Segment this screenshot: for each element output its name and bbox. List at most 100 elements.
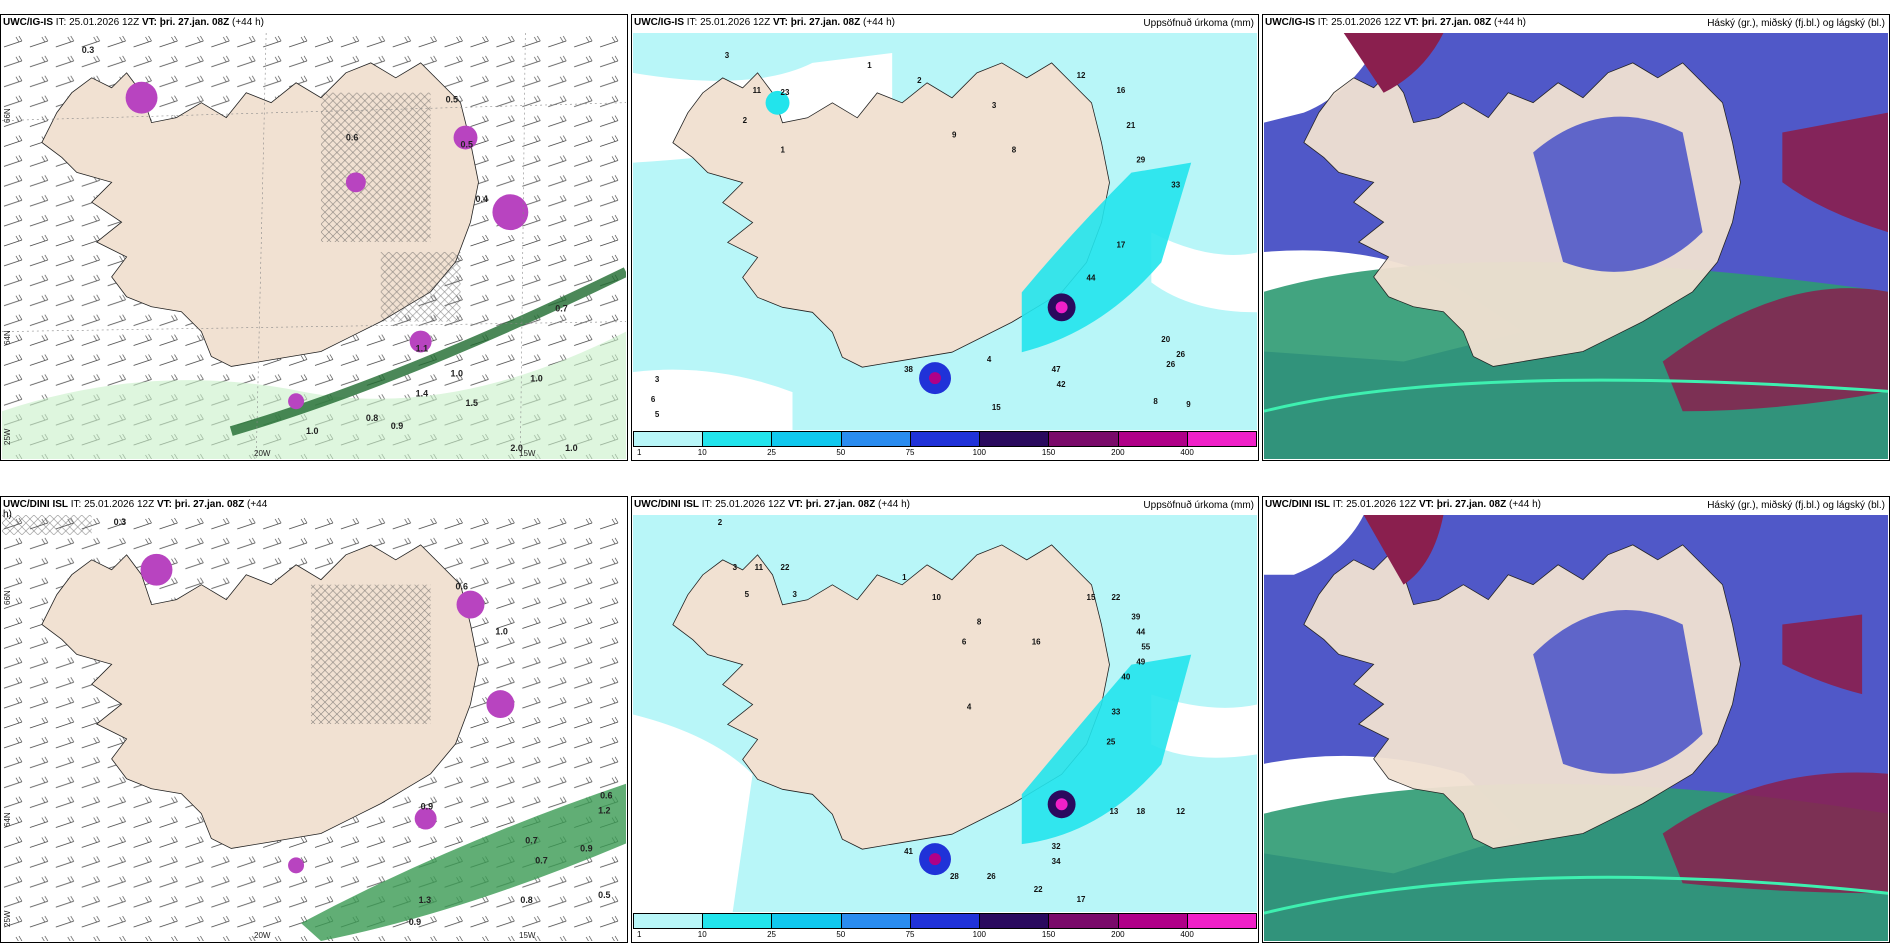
colorbar-swatch: [980, 914, 1050, 928]
dry-area: [1151, 232, 1257, 313]
value-label: 20: [1161, 335, 1170, 344]
dry-area: [633, 369, 793, 430]
value-label: 42: [1057, 380, 1066, 389]
lead-time-wrap: h): [3, 509, 12, 520]
precip-blob: [345, 172, 366, 193]
value-label: 26: [1176, 350, 1185, 359]
value-label: 1.4: [416, 388, 428, 398]
value-label: 2: [718, 518, 723, 527]
lon-label: 15W: [519, 931, 536, 940]
panel-igis-winds: UWC/IG-IS IT: 25.01.2026 12Z VT: þri. 27…: [0, 14, 628, 461]
precip-blob: [414, 807, 437, 830]
colorbar-tick: 10: [697, 930, 707, 939]
lat-label: 25W: [3, 910, 12, 927]
precip-map: 2 3 11 22 5 3 1 10 8 4 6 16 15 22 39 44 …: [633, 515, 1257, 912]
precip-core: [929, 853, 942, 866]
value-label: 22: [1034, 885, 1043, 894]
colorbar-swatch: [703, 432, 773, 446]
value-label: 49: [1136, 658, 1145, 667]
low-cloud-red: [1662, 772, 1888, 894]
clear-area: [1264, 33, 1384, 123]
hatched-area: [320, 92, 431, 243]
colorbar-swatch: [841, 914, 911, 928]
lead-time: (+44 h): [878, 499, 910, 510]
value-label: 3: [733, 563, 738, 572]
mid-cloud-field: [1533, 610, 1703, 774]
value-label: 8: [1153, 397, 1158, 406]
panel-igis-clouds: UWC/IG-IS IT: 25.01.2026 12Z VT: þri. 27…: [1262, 14, 1890, 461]
value-label: 1.0: [306, 426, 318, 436]
value-label: 0.6: [600, 791, 612, 801]
value-label: 0.8: [366, 413, 378, 423]
value-label: 13: [1109, 807, 1118, 816]
lead-time: (+44 h): [232, 17, 264, 28]
cloud-map: [1264, 33, 1888, 459]
lon-label: 20W: [254, 449, 271, 458]
value-label: 6: [651, 395, 656, 404]
it-label: IT:: [701, 499, 713, 510]
panel-dini-precip: UWC/DINI ISL IT: 25.01.2026 12Z VT: þri.…: [631, 496, 1259, 943]
colorbar-tick: 100: [972, 448, 986, 457]
value-label: 6: [962, 638, 967, 647]
value-label: 5: [745, 590, 750, 599]
value-label: 8: [977, 618, 982, 627]
cloud-map: [1264, 515, 1888, 941]
map-area: 2 3 11 22 5 3 1 10 8 4 6 16 15 22 39 44 …: [633, 515, 1257, 912]
colorbar-swatch: [634, 914, 704, 928]
colorbar-tick: 50: [836, 448, 846, 457]
value-labels: 0.3 0.6 1.0 0.9 0.6 0.7 1.2 0.5 0.9 1.3 …: [114, 517, 613, 927]
mid-cloud-field: [1533, 116, 1703, 272]
lead-time: (+44: [247, 499, 268, 510]
value-label: 3: [655, 375, 660, 384]
panel-header: UWC/DINI ISL IT: 25.01.2026 12Z VT: þri.…: [632, 497, 1258, 517]
dry-area: [633, 714, 753, 912]
it-label: IT:: [686, 17, 698, 28]
value-label: 1.0: [451, 368, 463, 378]
panel-header: UWC/IG-IS IT: 25.01.2026 12Z VT: þri. 27…: [1263, 15, 1889, 35]
colorbar-tick: 400: [1180, 448, 1194, 457]
vt-label: VT:: [156, 499, 172, 510]
colorbar-swatch: [634, 432, 704, 446]
hatched-area: [2, 515, 92, 535]
value-label: 12: [1176, 807, 1185, 816]
precip-core: [1055, 301, 1068, 314]
value-label: 1.1: [416, 344, 428, 354]
value-label: 17: [1077, 895, 1086, 904]
colorbar-tick: 1: [637, 930, 642, 939]
graticule: [520, 33, 526, 459]
lon-label: 15W: [519, 449, 536, 458]
value-label: 44: [1136, 628, 1145, 637]
it-value: 25.01.2026 12Z: [1331, 17, 1402, 28]
colorbar-tick: 25: [767, 448, 776, 457]
precip-band: [229, 267, 626, 436]
value-labels: 3 1 2 11 23 2 1 3 9 8 12 16 21 29 33 17 …: [651, 51, 1191, 419]
value-label: 1.5: [466, 398, 478, 408]
colorbar-swatch: [1187, 432, 1256, 446]
colorbar-tick: 200: [1111, 448, 1125, 457]
value-label: 16: [1032, 638, 1041, 647]
map-area: 0.3 0.6 1.0 0.9 0.6 0.7 1.2 0.5 0.9 1.3 …: [2, 515, 626, 941]
vt-value: þri. 27.jan. 08Z: [159, 17, 230, 28]
precip-core: [929, 372, 942, 385]
model-name: UWC/DINI ISL: [634, 499, 699, 510]
value-label: 0.7: [525, 835, 537, 845]
panel-igis-precip: UWC/IG-IS IT: 25.01.2026 12Z VT: þri. 27…: [631, 14, 1259, 461]
value-label: 0.3: [114, 517, 126, 527]
model-name: UWC/DINI ISL: [3, 499, 68, 510]
value-label: 23: [781, 88, 790, 97]
it-label: IT:: [70, 499, 82, 510]
value-label: 26: [987, 872, 996, 881]
value-label: 11: [753, 86, 762, 95]
vt-label: VT:: [141, 17, 157, 28]
value-labels: 2 3 11 22 5 3 1 10 8 4 6 16 15 22 39 44 …: [718, 518, 1186, 904]
hatched-area: [311, 584, 431, 725]
value-label: 1.3: [419, 895, 431, 905]
value-label: 40: [1121, 673, 1130, 682]
colorbar-tick: 150: [1041, 930, 1056, 939]
value-label: 9: [952, 131, 957, 140]
colorbar-swatches: [633, 431, 1257, 447]
precip-blob: [409, 330, 432, 353]
value-label: 1: [902, 573, 907, 582]
value-label: 28: [950, 872, 959, 881]
value-label: 1.0: [565, 443, 577, 453]
